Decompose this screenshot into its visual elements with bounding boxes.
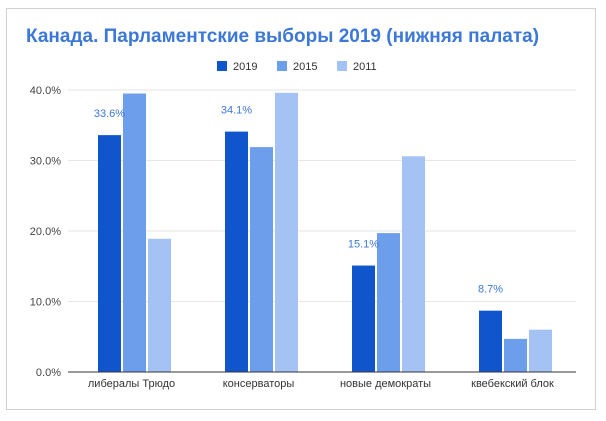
bars: [98, 92, 552, 373]
y-tick-label: 10.0%: [30, 297, 61, 309]
x-axis-categories: либералы Трюдо консерваторы новые демократ…: [88, 378, 554, 390]
legend: 2019 2015 2011: [217, 61, 377, 73]
legend-label: 2011: [353, 61, 377, 73]
data-label: 8.7%: [478, 284, 503, 296]
x-tick-label: либералы Трюдо: [88, 378, 175, 390]
bar-2019: [225, 131, 248, 372]
x-tick-label: новые демократы: [340, 378, 431, 390]
bar-2019: [98, 135, 121, 372]
data-label: 34.1%: [221, 105, 252, 117]
y-tick-label: 30.0%: [30, 156, 61, 168]
data-labels: 33.6% 34.1% 15.1% 8.7%: [94, 105, 503, 296]
bar-2019: [479, 310, 502, 372]
data-label: 15.1%: [348, 239, 379, 251]
bar-2019: [352, 265, 375, 372]
bar-2011: [529, 329, 552, 372]
bar-2015: [377, 233, 400, 372]
bar-2015: [250, 147, 273, 372]
y-tick-label: 20.0%: [30, 226, 61, 238]
bar-2015: [123, 93, 146, 373]
legend-swatch: [277, 61, 287, 71]
bar-2011: [402, 156, 425, 372]
data-label: 33.6%: [94, 108, 125, 120]
bar-2011: [275, 92, 298, 372]
legend-label: 2015: [293, 61, 317, 73]
legend-label: 2019: [233, 61, 257, 73]
bar-2011: [148, 238, 171, 372]
y-tick-label: 40.0%: [30, 85, 61, 97]
y-tick-label: 0.0%: [36, 367, 61, 379]
legend-swatch: [217, 61, 227, 71]
y-axis-ticks: 0.0% 10.0% 20.0% 30.0% 40.0%: [30, 85, 61, 379]
x-tick-label: квебекский блок: [471, 378, 554, 390]
chart-title: Канада. Парламентские выборы 2019 (нижня…: [26, 26, 540, 47]
bar-2015: [504, 338, 527, 372]
legend-swatch: [337, 61, 347, 71]
x-tick-label: консерваторы: [223, 378, 295, 390]
